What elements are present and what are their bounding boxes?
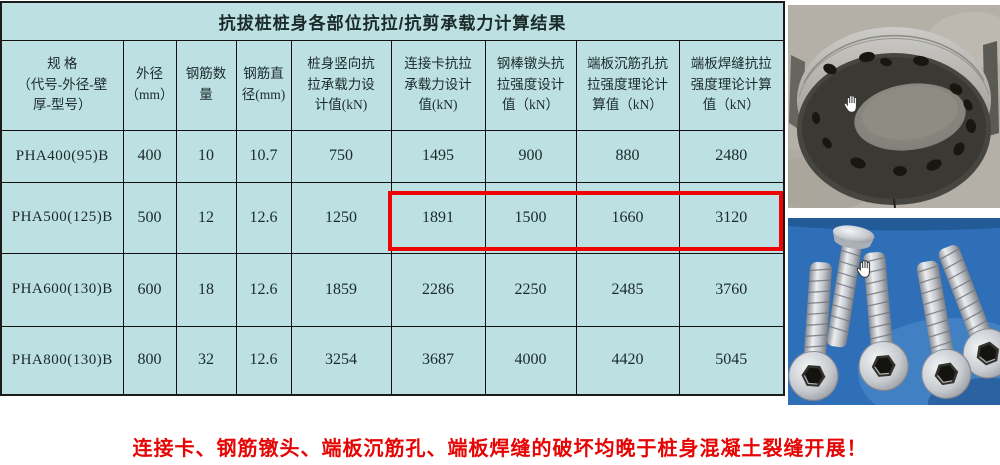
end-plate-photo[interactable] <box>788 5 1000 208</box>
table-cell: 1250 <box>290 181 392 254</box>
highlighted-cell: 1660 <box>575 181 680 254</box>
table-title: 抗拔桩桩身各部位抗拉/抗剪承载力计算结果 <box>0 1 785 41</box>
table-cell: 12.6 <box>235 181 292 254</box>
calc-table: 抗拔桩桩身各部位抗拉/抗剪承载力计算结果 规 格 （代号-外径-壁 厚-型号） … <box>0 1 786 396</box>
table-cell: 10.7 <box>235 129 292 183</box>
table-cell: 12 <box>175 181 237 254</box>
table-row: PHA600(130)B 600 18 12.6 1859 2286 2250 … <box>0 252 785 327</box>
spec-cell: PHA500(125)B <box>0 181 124 254</box>
end-plate-holes <box>811 51 977 176</box>
table-cell: 3687 <box>390 325 486 396</box>
table-cell: 750 <box>290 129 392 183</box>
table-row: PHA500(125)B 500 12 12.6 1250 1891 1500 … <box>0 181 785 254</box>
table-cell: 2250 <box>484 252 577 327</box>
table-cell: 32 <box>175 325 237 396</box>
table-cell: 4000 <box>484 325 577 396</box>
table-cell: 12.6 <box>235 325 292 396</box>
highlighted-cell: 3120 <box>678 181 785 254</box>
header-plate-weld: 端板焊缝抗拉 强度理论计算 值（kN） <box>678 39 785 131</box>
table-cell: 2286 <box>390 252 486 327</box>
bolts-photo[interactable] <box>788 218 1000 405</box>
table-cell: 5045 <box>678 325 785 396</box>
table-cell: 880 <box>575 129 680 183</box>
table-cell: 500 <box>122 181 177 254</box>
header-pile-tensile: 桩身竖向抗 拉承载力设 计值(kN) <box>290 39 392 131</box>
header-bar-count: 钢筋数 量 <box>175 39 237 131</box>
table-cell: 1859 <box>290 252 392 327</box>
header-clip-tensile: 连接卡抗拉 承载力设计 值(kN) <box>390 39 486 131</box>
table-cell: 12.6 <box>235 252 292 327</box>
table-cell: 400 <box>122 129 177 183</box>
table-cell: 900 <box>484 129 577 183</box>
highlighted-cell: 1500 <box>484 181 577 254</box>
hand-cursor-icon <box>856 260 870 278</box>
header-outer-diameter: 外径 （mm） <box>122 39 177 131</box>
spec-cell: PHA800(130)B <box>0 325 124 396</box>
header-upset-head: 钢棒镦头抗 拉强度设计 值（kN） <box>484 39 577 131</box>
spec-cell: PHA400(95)B <box>0 129 124 183</box>
table-cell: 18 <box>175 252 237 327</box>
table-cell: 4420 <box>575 325 680 396</box>
header-plate-hole: 端板沉筋孔抗 拉强度理论计 算值（kN） <box>575 39 680 131</box>
table-cell: 3254 <box>290 325 392 396</box>
table-cell: 2480 <box>678 129 785 183</box>
bolt <box>826 225 875 348</box>
header-spec: 规 格 （代号-外径-壁 厚-型号） <box>0 39 124 131</box>
table-cell: 2485 <box>575 252 680 327</box>
highlighted-cell: 1891 <box>390 181 486 254</box>
hand-cursor-icon <box>843 95 857 113</box>
table-cell: 1495 <box>390 129 486 183</box>
table-cell: 800 <box>122 325 177 396</box>
conclusion-text: 连接卡、钢筋镦头、端板沉筋孔、端板焊缝的破坏均晚于桩身混凝土裂缝开展！ <box>132 438 868 460</box>
table-cell: 10 <box>175 129 237 183</box>
table-row: PHA800(130)B 800 32 12.6 3254 3687 4000 … <box>0 325 785 396</box>
spec-cell: PHA600(130)B <box>0 252 124 327</box>
table-cell: 3760 <box>678 252 785 327</box>
header-bar-diameter: 钢筋直 径(mm) <box>235 39 292 131</box>
table-row: PHA400(95)B 400 10 10.7 750 1495 900 880… <box>0 129 785 183</box>
table-cell: 600 <box>122 252 177 327</box>
